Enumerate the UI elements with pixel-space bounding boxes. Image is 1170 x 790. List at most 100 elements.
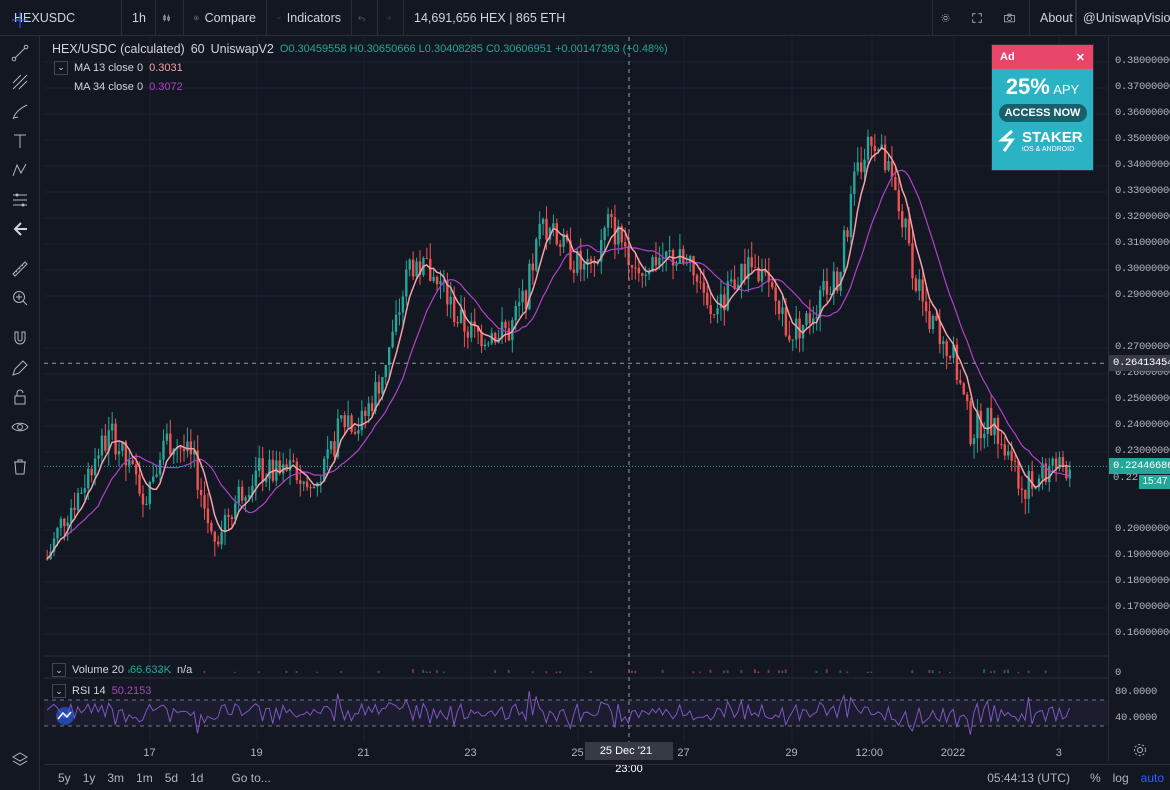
undo-button[interactable] — [352, 0, 378, 36]
candle — [517, 288, 521, 318]
candle — [210, 520, 213, 535]
candle — [251, 474, 254, 503]
prediction-tool[interactable] — [9, 189, 31, 211]
ruler-tool[interactable] — [9, 258, 31, 280]
range-button-5y[interactable]: 5y — [58, 770, 71, 785]
candle — [220, 520, 223, 550]
auto-toggle[interactable]: auto — [1140, 770, 1164, 785]
range-button-1d[interactable]: 1d — [190, 770, 204, 785]
candle — [1065, 460, 1068, 481]
ad-banner[interactable]: Ad ✕ 25% APY ACCESS NOW STAKER iOS & ANDR… — [991, 44, 1094, 171]
collapse-toggle[interactable]: ⌄ — [54, 60, 68, 75]
range-button-3m[interactable]: 3m — [107, 770, 125, 785]
volume-bar — [377, 670, 380, 673]
time-tick: 19 — [250, 747, 263, 759]
rsi-band — [44, 700, 1108, 726]
utc-clock[interactable]: 05:44:13 (UTC) — [987, 770, 1070, 785]
redo-button[interactable] — [378, 0, 404, 36]
fullscreen-button[interactable] — [964, 0, 996, 36]
range-button-1y[interactable]: 1y — [82, 770, 96, 785]
crosshair-tool[interactable] — [9, 9, 31, 31]
settings-button[interactable] — [932, 0, 964, 36]
volume-bar — [507, 670, 510, 673]
about-link[interactable]: About — [1030, 0, 1076, 36]
settings-icon[interactable] — [1133, 743, 1147, 757]
goto-button[interactable]: Go to... — [231, 770, 271, 785]
candle — [528, 259, 531, 311]
trendline-tool[interactable] — [9, 42, 31, 64]
ad-brand: STAKER — [1022, 129, 1083, 146]
delete-tool[interactable] — [9, 456, 31, 478]
volume-bar — [846, 671, 849, 673]
candle — [258, 445, 261, 478]
volume-bar — [866, 671, 869, 673]
volume-bar — [1044, 670, 1047, 673]
brush-tool[interactable] — [9, 101, 31, 123]
candle — [983, 421, 986, 449]
percent-toggle[interactable]: % — [1089, 770, 1101, 785]
ma34-legend[interactable]: MA 34 close 0 0.3072 — [52, 77, 668, 96]
close-icon[interactable]: ✕ — [1075, 51, 1085, 64]
range-button-5d[interactable]: 5d — [164, 770, 179, 785]
candle — [921, 270, 924, 317]
candle — [928, 301, 931, 334]
ma13-legend[interactable]: ⌄ MA 13 close 0 0.3031 — [52, 58, 668, 77]
visibility-tool[interactable] — [9, 416, 31, 438]
candle — [682, 245, 685, 266]
time-axis[interactable]: 17 19 21 23 25 27 29 12:00 2022 3 25 Dec '21 23:0… — [44, 740, 1108, 775]
price-axis[interactable]: 0.38000000 0.37000000 0.36000000 0.35000000… — [1108, 37, 1170, 761]
trash-icon — [14, 459, 26, 475]
candle — [1061, 451, 1065, 473]
interval-button[interactable]: 1h — [122, 0, 156, 36]
candle — [904, 217, 907, 241]
candle — [323, 456, 326, 482]
candle — [370, 395, 374, 418]
volume-bar — [285, 670, 288, 673]
price-chart[interactable] — [44, 37, 1108, 761]
camera-icon — [1004, 13, 1015, 22]
magnet-tool[interactable] — [9, 327, 31, 349]
symbol-search[interactable]: HEXUSDC — [0, 0, 122, 36]
user-link[interactable]: @UniswapVision — [1076, 0, 1170, 36]
volume-bar — [767, 669, 770, 673]
compare-button[interactable]: Compare — [184, 0, 267, 36]
ad-cta-button[interactable]: ACCESS NOW — [998, 104, 1087, 122]
fib-tool[interactable] — [9, 71, 31, 93]
lock-drawing-tool[interactable] — [9, 357, 31, 379]
candle — [411, 251, 415, 281]
range-button-1m[interactable]: 1m — [136, 770, 153, 785]
collapse-toggle[interactable]: ⌄ — [52, 684, 66, 698]
candle — [859, 147, 863, 180]
volume-bar — [411, 669, 414, 673]
volume-bar — [555, 671, 558, 673]
candle — [572, 260, 576, 283]
candle — [880, 134, 883, 150]
candle — [49, 543, 52, 561]
candle — [856, 147, 859, 176]
price-tick: 0.25000000 — [1115, 393, 1170, 405]
object-tree-tool[interactable] — [9, 749, 31, 771]
text-tool[interactable] — [9, 130, 31, 152]
price-tick: 0.16000000 — [1115, 627, 1170, 639]
volume-bar — [234, 671, 237, 673]
zoom-tool[interactable] — [9, 287, 31, 309]
indicators-button[interactable]: Indicators — [267, 0, 352, 36]
bar-countdown: 15:47 — [1139, 475, 1170, 490]
pattern-tool[interactable] — [9, 159, 31, 181]
chart-type-button[interactable] — [156, 0, 184, 36]
volume-bar — [928, 669, 931, 673]
lock-tool[interactable] — [9, 386, 31, 408]
candle — [432, 267, 435, 283]
screenshot-button[interactable] — [996, 0, 1030, 36]
log-toggle[interactable]: log — [1112, 770, 1129, 785]
candle — [162, 429, 165, 466]
candle — [836, 267, 839, 294]
candle — [825, 268, 829, 303]
back-tool[interactable] — [9, 218, 31, 240]
time-tick: 3 — [1055, 747, 1062, 759]
ad-tag: Ad — [1000, 51, 1015, 63]
collapse-toggle[interactable]: ⌄ — [52, 663, 66, 677]
price-tick: 0.17000000 — [1115, 601, 1170, 613]
candle — [1051, 456, 1054, 472]
candle — [418, 250, 422, 285]
